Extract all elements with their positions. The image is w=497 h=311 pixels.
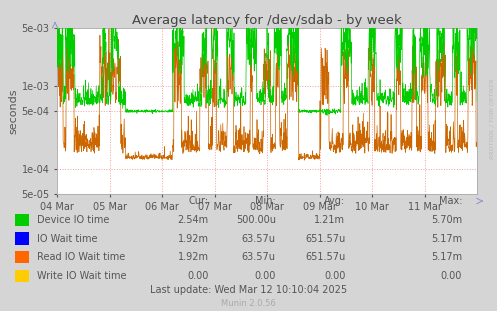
Text: 0.00: 0.00 [441, 271, 462, 281]
Text: 651.57u: 651.57u [305, 252, 345, 262]
Text: 500.00u: 500.00u [236, 215, 276, 225]
Text: 0.00: 0.00 [254, 271, 276, 281]
Text: IO Wait time: IO Wait time [37, 234, 98, 244]
Text: Device IO time: Device IO time [37, 215, 110, 225]
Text: 2.54m: 2.54m [177, 215, 209, 225]
Text: 0.00: 0.00 [187, 271, 209, 281]
Text: 1.92m: 1.92m [178, 234, 209, 244]
Text: Cur:: Cur: [189, 196, 209, 206]
Text: 5.17m: 5.17m [431, 252, 462, 262]
Text: 651.57u: 651.57u [305, 234, 345, 244]
Text: 1.92m: 1.92m [178, 252, 209, 262]
Title: Average latency for /dev/sdab - by week: Average latency for /dev/sdab - by week [132, 14, 402, 27]
Text: 63.57u: 63.57u [242, 252, 276, 262]
Text: Write IO Wait time: Write IO Wait time [37, 271, 127, 281]
Text: 0.00: 0.00 [324, 271, 345, 281]
Text: Avg:: Avg: [324, 196, 345, 206]
Text: Munin 2.0.56: Munin 2.0.56 [221, 299, 276, 308]
Text: RRDTOOL / TOBI OETIKER: RRDTOOL / TOBI OETIKER [490, 78, 495, 159]
Text: 1.21m: 1.21m [315, 215, 345, 225]
Text: 5.70m: 5.70m [431, 215, 462, 225]
Text: Max:: Max: [439, 196, 462, 206]
Text: 63.57u: 63.57u [242, 234, 276, 244]
Text: 5.17m: 5.17m [431, 234, 462, 244]
Text: Min:: Min: [255, 196, 276, 206]
Text: Read IO Wait time: Read IO Wait time [37, 252, 126, 262]
Text: Last update: Wed Mar 12 10:10:04 2025: Last update: Wed Mar 12 10:10:04 2025 [150, 285, 347, 295]
Y-axis label: seconds: seconds [8, 88, 18, 134]
